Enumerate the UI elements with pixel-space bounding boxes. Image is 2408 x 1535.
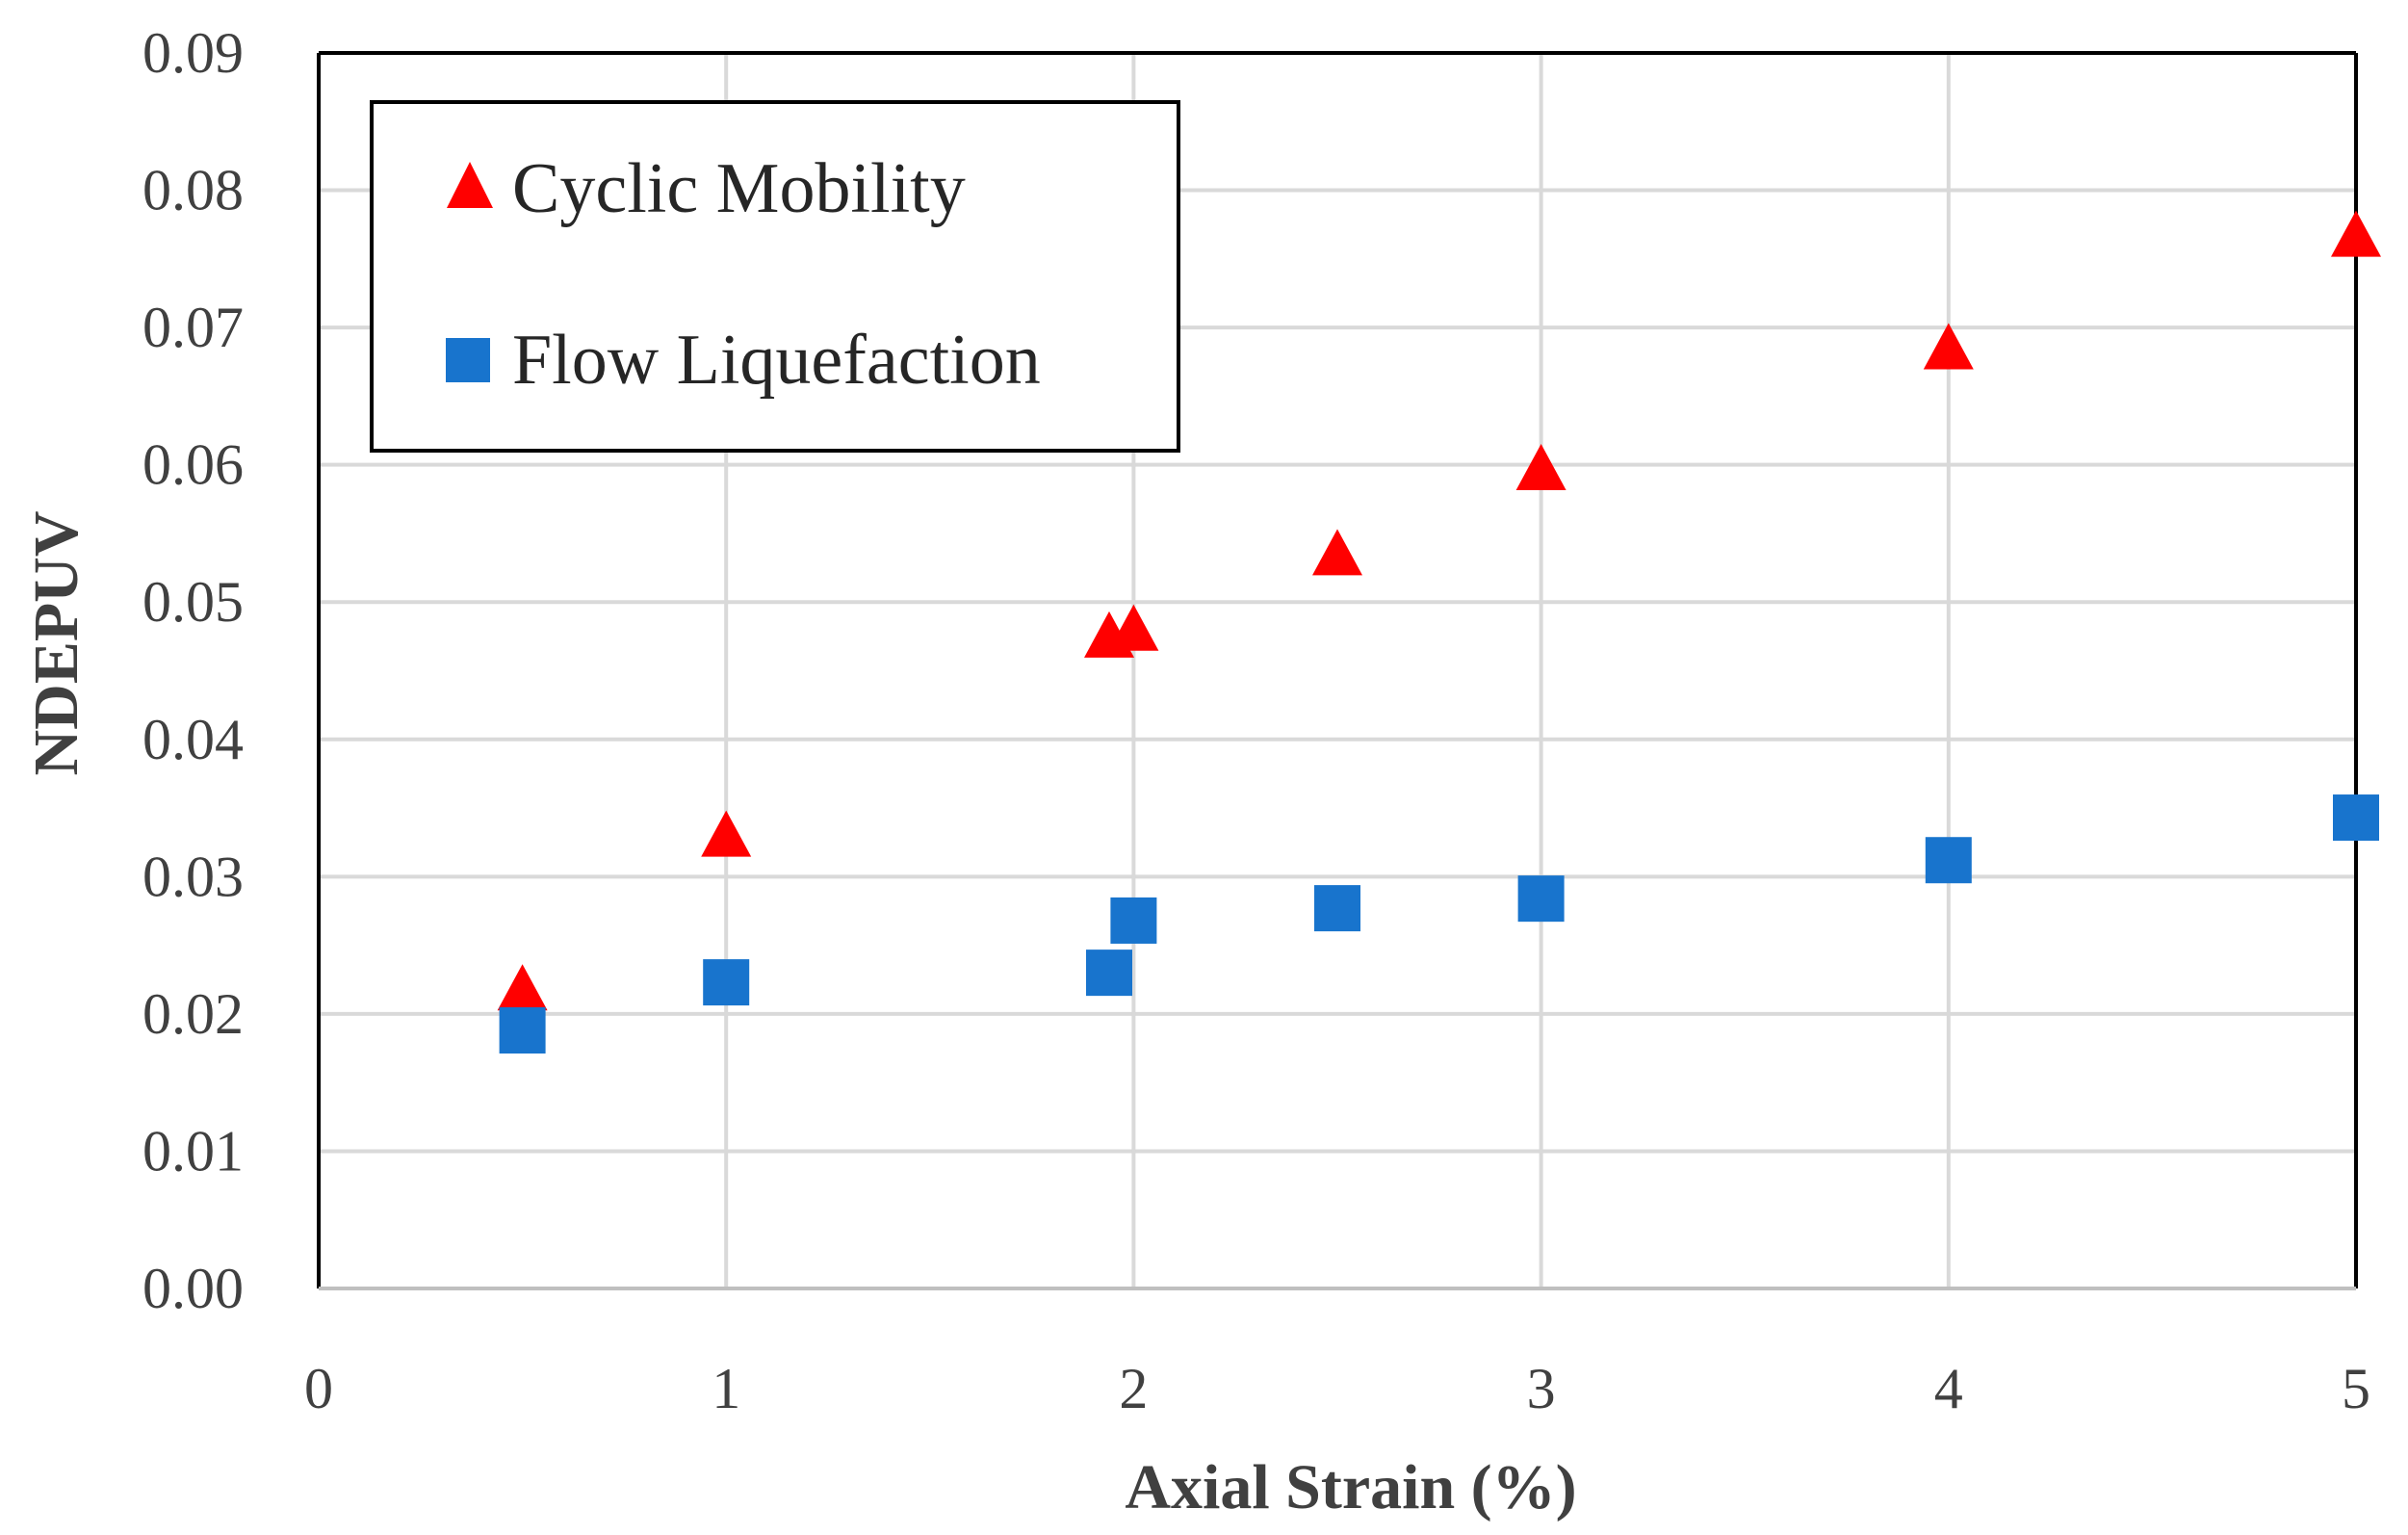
cyclic-mobility-point	[1923, 323, 1974, 370]
y-tick-label: 0.05	[142, 570, 244, 634]
y-tick-label: 0.03	[142, 845, 244, 908]
cyclic-mobility-point	[1312, 529, 1362, 576]
flow-liquefaction-point	[1517, 875, 1565, 923]
flow-liquefaction-point	[1086, 950, 1133, 997]
legend-label-flow-liquefaction: Flow Liquefaction	[512, 321, 1041, 400]
cyclic-mobility-point	[1515, 443, 1566, 490]
x-axis-title: Axial Strain (%)	[1125, 1452, 1576, 1522]
flow-liquefaction-point	[2333, 794, 2379, 842]
y-tick-label: 0.06	[142, 433, 244, 497]
legend-square-icon	[446, 338, 490, 382]
legend: Cyclic Mobility Flow Liquefaction	[370, 100, 1180, 453]
axes	[317, 51, 2358, 1290]
x-tick-label: 5	[2342, 1357, 2370, 1420]
data-points	[497, 210, 2381, 1054]
cyclic-mobility-point	[2331, 210, 2381, 257]
y-tick-label: 0.07	[142, 296, 244, 359]
cyclic-mobility-point	[1108, 604, 1159, 651]
x-tick-label: 2	[1119, 1357, 1148, 1420]
legend-label-cyclic-mobility: Cyclic Mobility	[512, 149, 966, 228]
flow-liquefaction-point	[703, 959, 750, 1006]
y-tick-labels: 0.00 0.01 0.02 0.03 0.04 0.05 0.06 0.07 0.08 0.09	[142, 21, 244, 1320]
y-tick-label: 0.09	[142, 21, 244, 85]
cyclic-mobility-point	[497, 964, 548, 1011]
cyclic-mobility-point	[701, 810, 752, 857]
flow-liquefaction-point	[1110, 897, 1157, 944]
flow-liquefaction-point	[1925, 837, 1972, 884]
flow-liquefaction-point	[499, 1006, 546, 1054]
x-tick-label: 0	[304, 1357, 333, 1420]
legend-triangle-icon	[447, 162, 493, 208]
y-tick-label: 0.08	[142, 159, 244, 222]
x-tick-label: 3	[1527, 1357, 1556, 1420]
x-tick-label: 4	[1934, 1357, 1963, 1420]
flow-liquefaction-point	[1314, 885, 1360, 932]
y-tick-label: 0.00	[142, 1257, 244, 1320]
x-tick-label: 1	[712, 1357, 740, 1420]
y-axis-title: NDEPUV	[21, 511, 91, 776]
legend-box	[370, 100, 1180, 453]
y-tick-label: 0.04	[142, 708, 244, 771]
y-tick-label: 0.01	[142, 1119, 244, 1183]
x-tick-labels: 0 1 2 3 4 5	[304, 1357, 2370, 1420]
y-tick-label: 0.02	[142, 982, 244, 1046]
